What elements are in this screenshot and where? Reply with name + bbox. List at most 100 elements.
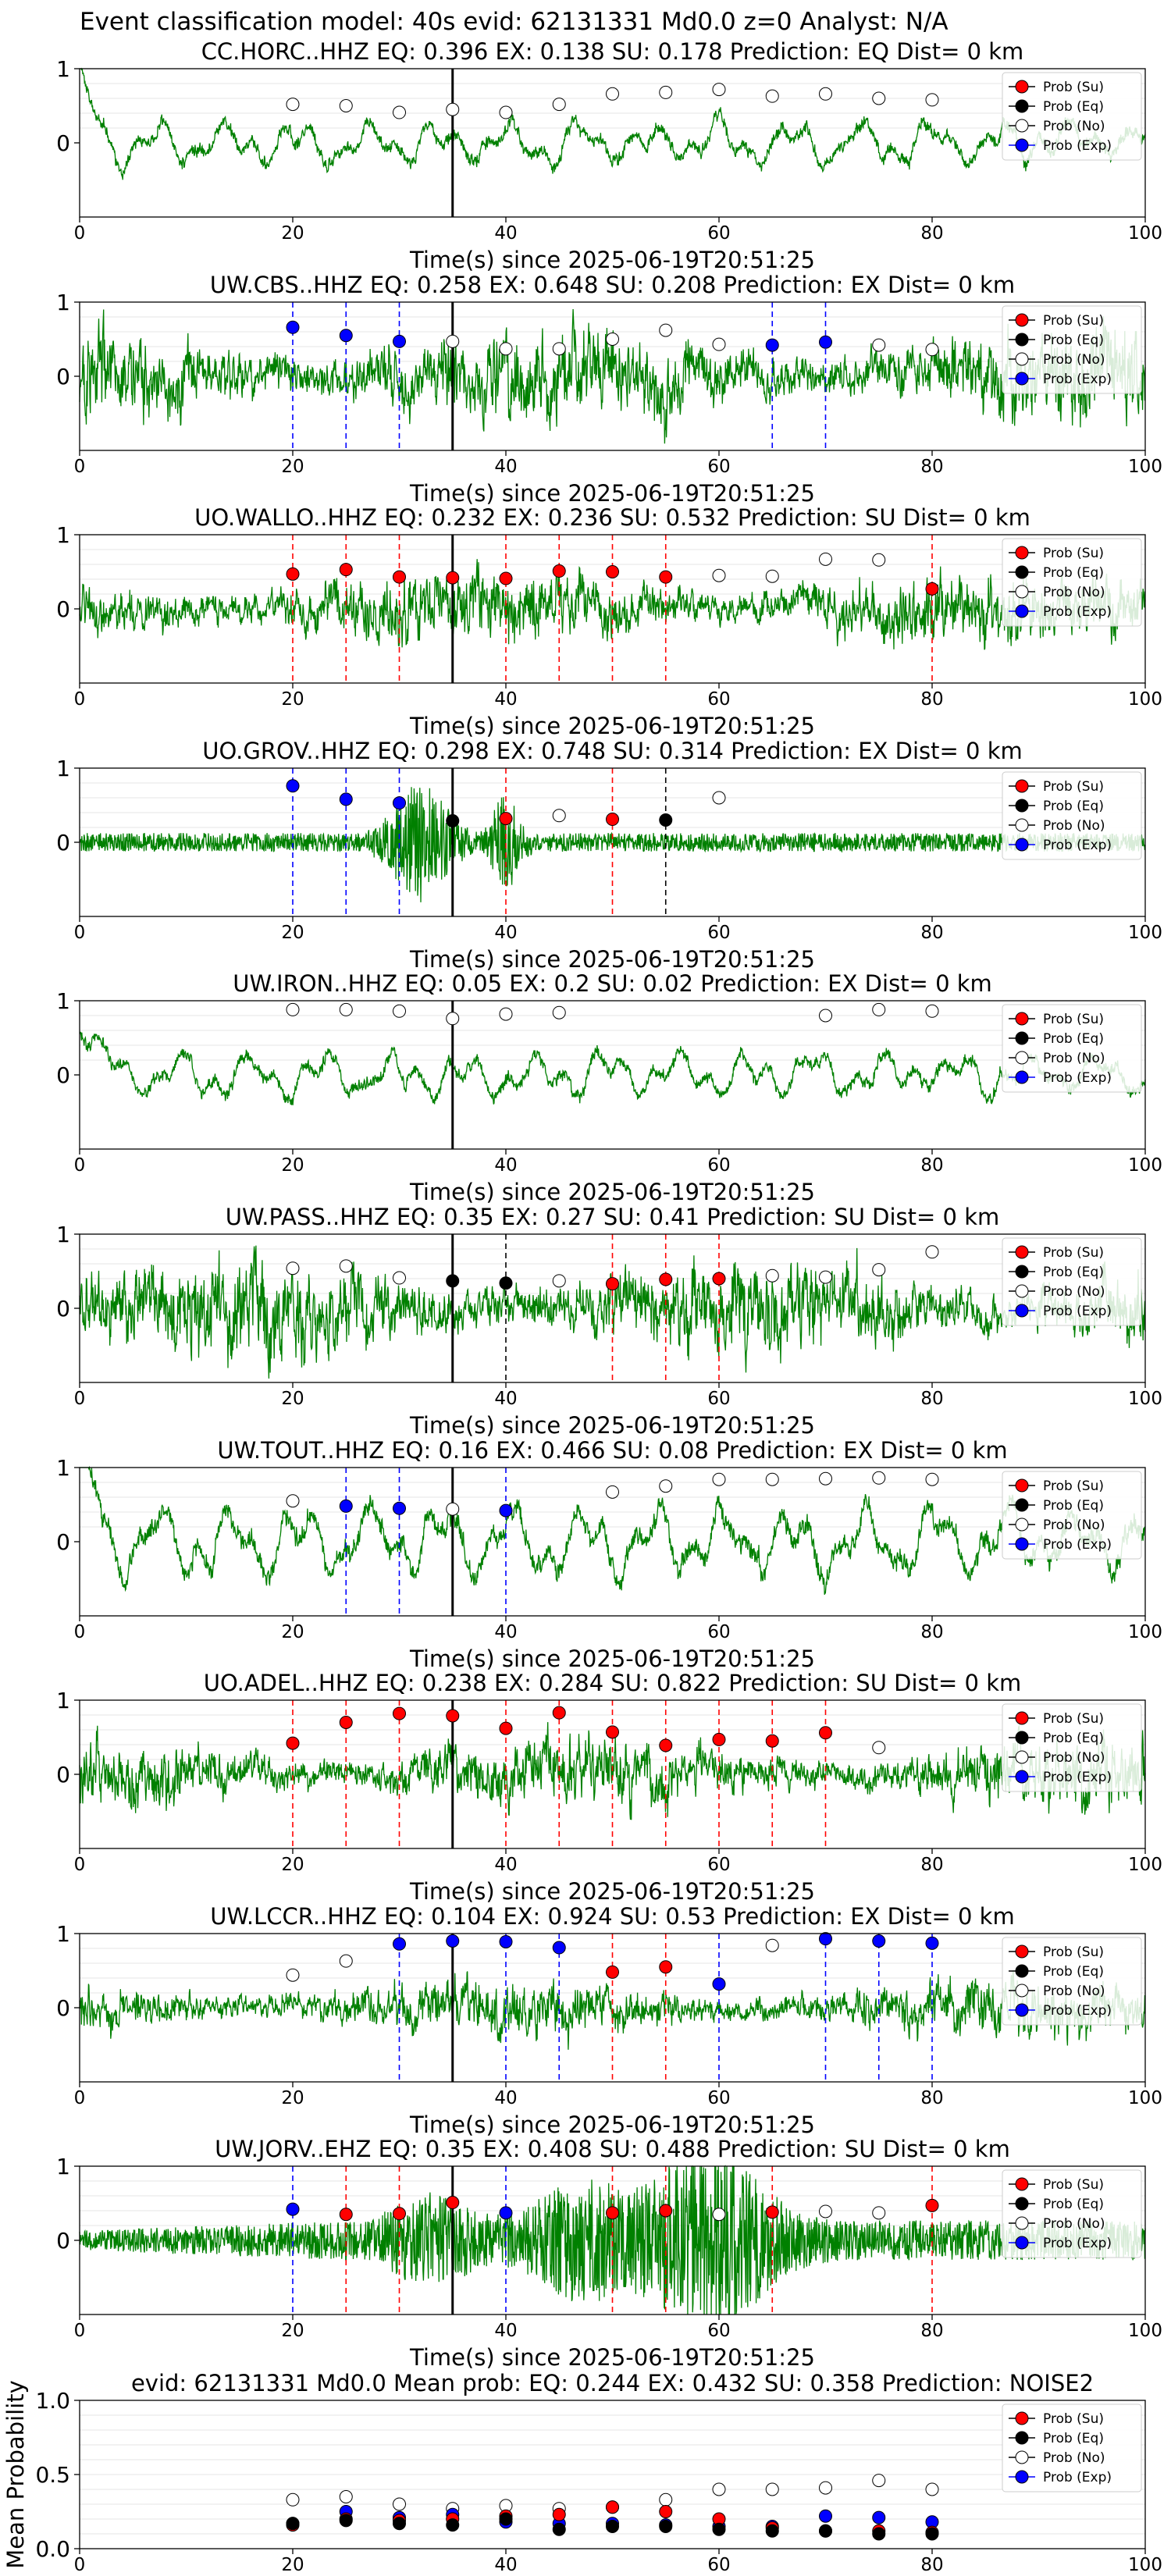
prob-point-no bbox=[659, 323, 673, 337]
prob-point-su bbox=[446, 571, 460, 585]
legend-label: Prob (Eq) bbox=[1043, 1265, 1104, 1280]
legend: Prob (Su) Prob (Eq) Prob (No) Prob (Exp) bbox=[1002, 1703, 1142, 1792]
legend-marker-exp bbox=[1015, 1537, 1029, 1551]
legend-marker-no bbox=[1015, 119, 1029, 133]
station-panel: CC.HORC..HHZ EQ: 0.396 EX: 0.138 SU: 0.1… bbox=[56, 38, 1162, 273]
legend-marker-exp bbox=[1015, 138, 1029, 152]
legend-marker-su bbox=[1015, 80, 1029, 94]
legend-label: Prob (No) bbox=[1043, 119, 1105, 134]
waveform-trace bbox=[80, 67, 1146, 180]
legend-marker-exp bbox=[1015, 1070, 1029, 1084]
legend-label: Prob (No) bbox=[1043, 585, 1105, 600]
x-tick-label: 80 bbox=[920, 1622, 943, 1642]
x-tick-label: 60 bbox=[707, 223, 730, 244]
prob-point-eq bbox=[659, 813, 673, 827]
axes-frame bbox=[79, 1000, 1146, 1150]
x-tick-label: 40 bbox=[494, 2088, 517, 2108]
legend-frame bbox=[1002, 2403, 1142, 2492]
x-tick-label: 0 bbox=[74, 1622, 86, 1642]
x-tick-label: 0 bbox=[74, 1155, 86, 1176]
x-tick-label: 80 bbox=[920, 2088, 943, 2108]
x-tick-label: 80 bbox=[920, 689, 943, 710]
x-tick-label: 100 bbox=[1128, 2555, 1162, 2575]
y-tick-label: 0 bbox=[56, 1529, 70, 1555]
x-tick-label: 0 bbox=[74, 689, 86, 710]
prob-point-exp bbox=[925, 1936, 939, 1950]
prob-point-su bbox=[393, 570, 406, 584]
legend-marker-eq bbox=[1015, 1964, 1029, 1978]
prob-point-exp bbox=[286, 320, 300, 334]
legend-label: Prob (Exp) bbox=[1043, 838, 1112, 853]
legend-marker-eq bbox=[1015, 2431, 1029, 2445]
x-axis-label: Time(s) since 2025-06-19T20:51:25 bbox=[409, 2112, 815, 2138]
legend-label: Prob (Eq) bbox=[1043, 1731, 1104, 1746]
prob-point-no bbox=[872, 1741, 886, 1755]
legend-marker-su bbox=[1015, 1478, 1029, 1493]
prob-point-no bbox=[819, 1009, 832, 1023]
prob-point-eq bbox=[446, 1274, 460, 1288]
x-tick-label: 0 bbox=[74, 457, 86, 477]
x-tick-label: 20 bbox=[281, 2321, 304, 2341]
y-tick-label: 1.0 bbox=[35, 2388, 70, 2414]
prob-point-no bbox=[499, 342, 513, 356]
legend-label: Prob (Exp) bbox=[1043, 1070, 1112, 1086]
legend-marker-su bbox=[1015, 2411, 1029, 2425]
prob-point-su bbox=[286, 1736, 300, 1750]
x-tick-label: 60 bbox=[707, 1855, 730, 1875]
y-tick-label: 0 bbox=[56, 1296, 70, 1322]
mean-prob-point-eq bbox=[712, 2522, 726, 2536]
y-tick-label: 0 bbox=[56, 1762, 70, 1788]
prob-point-no bbox=[552, 342, 566, 356]
x-tick-label: 20 bbox=[281, 457, 304, 477]
x-tick-label: 40 bbox=[494, 689, 517, 710]
prob-point-no bbox=[765, 1472, 779, 1486]
legend: Prob (Su) Prob (Eq) Prob (No) Prob (Exp) bbox=[1002, 1004, 1142, 1093]
x-tick-label: 60 bbox=[707, 1155, 730, 1176]
y-tick-label: 0 bbox=[56, 2228, 70, 2254]
x-tick-label: 60 bbox=[707, 2555, 730, 2575]
prob-point-exp bbox=[819, 1932, 832, 1946]
legend-marker-eq bbox=[1015, 799, 1029, 813]
prob-point-su bbox=[765, 1734, 779, 1748]
x-tick-label: 100 bbox=[1128, 1155, 1162, 1176]
x-tick-label: 40 bbox=[494, 457, 517, 477]
mean-prob-point-no bbox=[819, 2481, 832, 2495]
prob-point-su bbox=[552, 1706, 566, 1720]
y-tick-label: 0.5 bbox=[35, 2462, 70, 2488]
mean-prob-point-eq bbox=[499, 2512, 513, 2526]
y-tick-label: 1 bbox=[56, 56, 70, 82]
prob-point-no bbox=[286, 1002, 300, 1016]
prob-point-no bbox=[659, 85, 673, 99]
legend-marker-no bbox=[1015, 585, 1029, 599]
x-tick-label: 80 bbox=[920, 2321, 943, 2341]
legend-marker-eq bbox=[1015, 1031, 1029, 1045]
x-axis-label: Time(s) since 2025-06-19T20:51:25 bbox=[409, 1878, 815, 1905]
prob-point-no bbox=[712, 568, 726, 582]
prob-point-no bbox=[872, 1002, 886, 1016]
x-tick-label: 100 bbox=[1128, 1855, 1162, 1875]
legend-marker-no bbox=[1015, 1517, 1029, 1532]
prob-point-no bbox=[446, 1502, 460, 1516]
x-tick-label: 60 bbox=[707, 1622, 730, 1642]
legend-label: Prob (No) bbox=[1043, 1750, 1105, 1766]
x-tick-label: 80 bbox=[920, 2555, 943, 2575]
station-panel: UO.WALLO..HHZ EQ: 0.232 EX: 0.236 SU: 0.… bbox=[56, 504, 1162, 739]
legend-frame bbox=[1002, 538, 1142, 627]
prob-point-exp bbox=[339, 792, 353, 806]
prob-point-exp bbox=[446, 1934, 460, 1948]
prob-point-exp bbox=[712, 1977, 726, 1991]
mean-prob-point-eq bbox=[446, 2518, 460, 2532]
mean-prob-point-eq bbox=[286, 2517, 300, 2531]
legend-label: Prob (No) bbox=[1043, 1284, 1105, 1300]
legend-label: Prob (No) bbox=[1043, 1517, 1105, 1533]
prob-point-no bbox=[393, 105, 406, 119]
x-tick-label: 60 bbox=[707, 689, 730, 710]
prob-point-su bbox=[659, 2204, 673, 2218]
x-tick-label: 40 bbox=[494, 1855, 517, 1875]
legend-marker-su bbox=[1015, 1944, 1029, 1959]
prob-point-su bbox=[606, 565, 619, 578]
mean-prob-point-eq bbox=[606, 2520, 619, 2533]
x-tick-label: 0 bbox=[74, 2088, 86, 2108]
panel-title: evid: 62131331 Md0.0 Mean prob: EQ: 0.24… bbox=[131, 2370, 1094, 2396]
prob-point-no bbox=[712, 2208, 726, 2222]
